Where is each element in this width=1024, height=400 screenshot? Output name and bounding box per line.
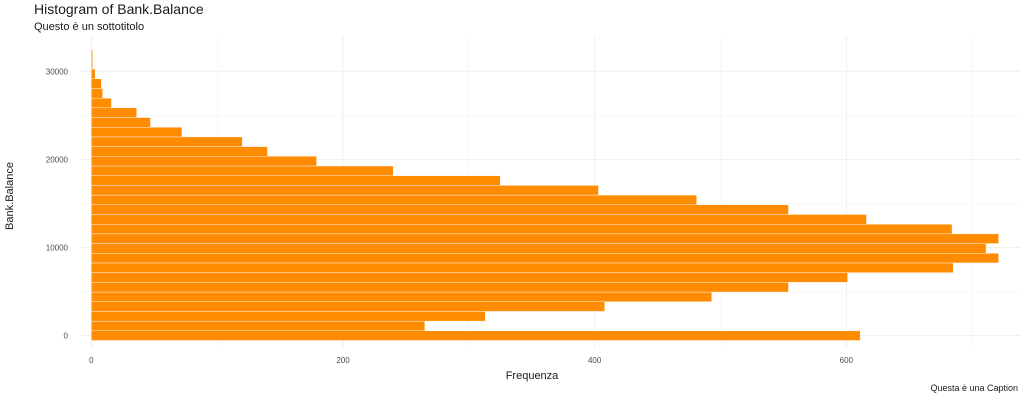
histogram-bar — [91, 291, 712, 302]
x-axis-ticks: 0 200 400 600 — [89, 356, 853, 365]
y-tick-label: 10000 — [46, 244, 69, 253]
histogram-bar — [91, 223, 953, 235]
chart-title: Histogram of Bank.Balance — [34, 1, 204, 17]
histogram-bar — [91, 117, 151, 128]
histogram-bar — [91, 272, 848, 283]
y-tick-label: 30000 — [46, 67, 69, 76]
histogram-bar — [91, 49, 93, 60]
histogram-bar — [91, 262, 954, 273]
y-tick-label: 20000 — [46, 155, 69, 164]
histogram-bar — [91, 68, 96, 79]
x-axis-title: Frequenza — [506, 370, 559, 382]
histogram-bar — [91, 156, 317, 167]
histogram-bar — [91, 301, 605, 312]
histogram-bar — [91, 165, 394, 176]
x-tick-label: 400 — [588, 356, 602, 365]
histogram-bar — [91, 311, 486, 322]
histogram-bar — [91, 175, 501, 186]
y-tick-label: 0 — [64, 332, 69, 341]
chart-subtitle: Questo è un sottotitolo — [34, 21, 145, 33]
x-tick-label: 600 — [840, 356, 854, 365]
y-axis-ticks: 0 10000 20000 30000 — [46, 67, 69, 340]
histogram-bar — [91, 127, 183, 138]
bars — [91, 49, 999, 341]
x-tick-label: 0 — [89, 356, 94, 365]
histogram-bar — [91, 204, 789, 215]
histogram-bar — [91, 136, 243, 147]
y-axis-title: Bank.Balance — [4, 162, 16, 230]
histogram-bar — [91, 146, 268, 157]
histogram-bar — [91, 330, 861, 341]
histogram-bar — [91, 233, 999, 244]
histogram-bar — [91, 214, 867, 225]
histogram-bar — [91, 243, 987, 254]
histogram-bar — [91, 107, 137, 118]
histogram-bar — [91, 88, 103, 99]
histogram-bar — [91, 320, 425, 332]
histogram-bar — [91, 97, 112, 109]
histogram-bar — [91, 194, 697, 205]
histogram-bar — [91, 59, 93, 70]
histogram-bar — [91, 185, 599, 196]
chart-caption: Questa è una Caption — [930, 383, 1018, 393]
histogram-bar — [91, 282, 789, 293]
histogram-bar — [91, 78, 102, 89]
histogram-bar — [91, 253, 999, 264]
x-tick-label: 200 — [336, 356, 350, 365]
